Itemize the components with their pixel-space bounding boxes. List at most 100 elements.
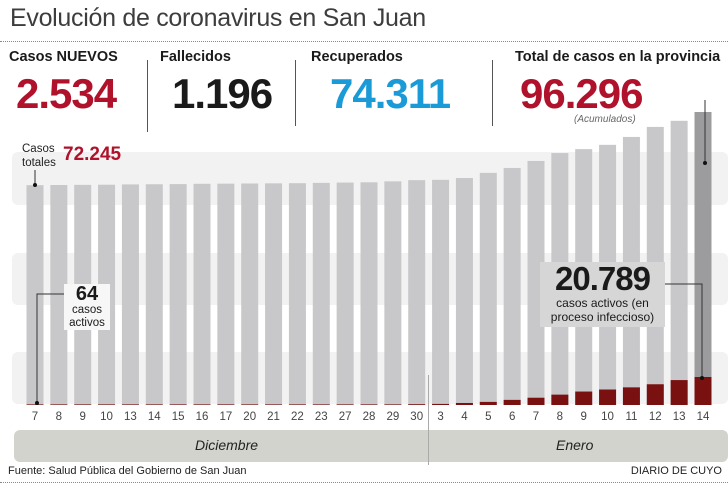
total-cases-bar (336, 182, 354, 405)
brand-label: DIARIO DE CUYO (630, 465, 722, 477)
active-cases-bar (312, 404, 330, 405)
active-cases-bar (241, 404, 259, 405)
x-tick-label: 29 (386, 411, 400, 423)
total-cases-bar (432, 179, 450, 405)
active-cases-bar (265, 404, 283, 405)
total-cases-bar (312, 182, 330, 405)
total-cases-label: Casos totales (22, 142, 56, 170)
total-cases-bar (694, 112, 712, 405)
total-cases-bar (503, 167, 521, 405)
active-cases-bar (551, 394, 569, 405)
divider (0, 41, 728, 42)
stat-value-recovered: 74.311 (330, 70, 451, 117)
x-tick-label: 12 (648, 411, 662, 423)
active-cases-bar (121, 404, 139, 405)
last-active-text: proceso infeccioso) (550, 310, 655, 324)
month-band (14, 430, 728, 462)
active-cases-bar (50, 404, 68, 405)
divider (147, 60, 148, 132)
active-cases-bar (670, 380, 688, 405)
active-cases-bar (98, 404, 116, 405)
active-cases-bar (384, 404, 402, 405)
x-tick-label: 9 (79, 411, 86, 423)
x-tick-label: 11 (625, 411, 638, 423)
leader-dot (703, 161, 707, 165)
active-cases-bar (169, 404, 187, 405)
total-cases-label-line1: Casos (22, 143, 55, 155)
active-cases-bar (432, 403, 450, 405)
active-cases-bar (503, 399, 521, 405)
leader-dot (35, 401, 39, 405)
total-cases-bar (26, 185, 44, 405)
x-tick-label: 17 (219, 411, 233, 423)
stat-note-total: (Acumulados) (574, 114, 636, 125)
x-tick-label: 3 (437, 411, 444, 423)
total-cases-bar (288, 183, 306, 405)
leader-dot (33, 183, 37, 187)
total-cases-bar (527, 160, 545, 405)
stat-label-total: Total de casos en la provincia (515, 49, 721, 65)
first-active-text: activos (69, 317, 105, 329)
total-cases-bar (670, 120, 688, 406)
active-cases-bar (26, 404, 44, 405)
divider (0, 482, 728, 483)
stat-value-total: 96.296 (520, 70, 643, 117)
first-active-text: casos (71, 304, 103, 316)
leader-dot (700, 376, 704, 380)
x-tick-label: 7 (532, 411, 540, 423)
total-cases-bar (408, 180, 426, 405)
x-tick-label: 10 (601, 411, 614, 423)
x-tick-label: 7 (31, 411, 39, 423)
active-cases-bar (527, 397, 545, 405)
x-tick-label: 28 (362, 411, 376, 423)
x-tick-label: 22 (291, 411, 304, 423)
active-cases-bar (217, 404, 235, 405)
x-tick-label: 20 (243, 411, 257, 423)
divider (492, 60, 493, 126)
x-tick-label: 13 (672, 411, 686, 423)
month-label-january: Enero (556, 437, 594, 453)
page-title: Evolución de coronavirus en San Juan (10, 4, 426, 32)
x-tick-label: 27 (338, 411, 352, 423)
x-tick-label: 16 (195, 411, 209, 423)
month-label-december: Diciembre (195, 437, 259, 453)
active-cases-bar (694, 377, 712, 405)
last-active-text: casos activos (en (556, 296, 649, 310)
active-cases-bar (599, 389, 617, 405)
x-tick-label: 6 (508, 411, 516, 423)
total-cases-bar (265, 183, 283, 405)
x-tick-label: 14 (696, 411, 710, 423)
x-tick-label: 8 (55, 411, 63, 423)
x-tick-label: 10 (100, 411, 113, 423)
active-cases-bar (575, 391, 593, 405)
active-cases-bar (336, 404, 354, 405)
stat-label-new-cases: Casos NUEVOS (9, 49, 118, 65)
total-cases-bar (479, 172, 497, 405)
first-active-annotation: 64 casos activos (64, 284, 110, 330)
active-cases-bar (646, 384, 664, 405)
leader-line (36, 293, 70, 403)
x-tick-label: 21 (267, 411, 280, 423)
last-active-value: 20.789 (555, 260, 651, 297)
total-cases-bar (384, 181, 402, 405)
active-cases-bar (360, 404, 378, 405)
x-tick-label: 23 (314, 411, 328, 423)
x-tick-label: 14 (147, 411, 161, 423)
active-cases-bar (479, 401, 497, 405)
x-tick-label: 9 (580, 411, 587, 423)
total-cases-first-value: 72.245 (63, 144, 122, 165)
active-cases-bar (145, 404, 163, 405)
total-cases-bar (360, 182, 378, 405)
total-cases-bar (193, 183, 211, 405)
total-cases-bar (169, 184, 187, 405)
x-tick-label: 30 (410, 411, 424, 423)
active-cases-bar (193, 404, 211, 405)
active-cases-bar (74, 404, 92, 405)
divider (295, 60, 296, 126)
total-cases-label-line2: totales (22, 157, 56, 169)
total-cases-bar (217, 183, 235, 405)
total-cases-bar (145, 184, 163, 405)
stat-value-deaths: 1.196 (172, 70, 273, 117)
x-tick-label: 4 (461, 411, 468, 423)
